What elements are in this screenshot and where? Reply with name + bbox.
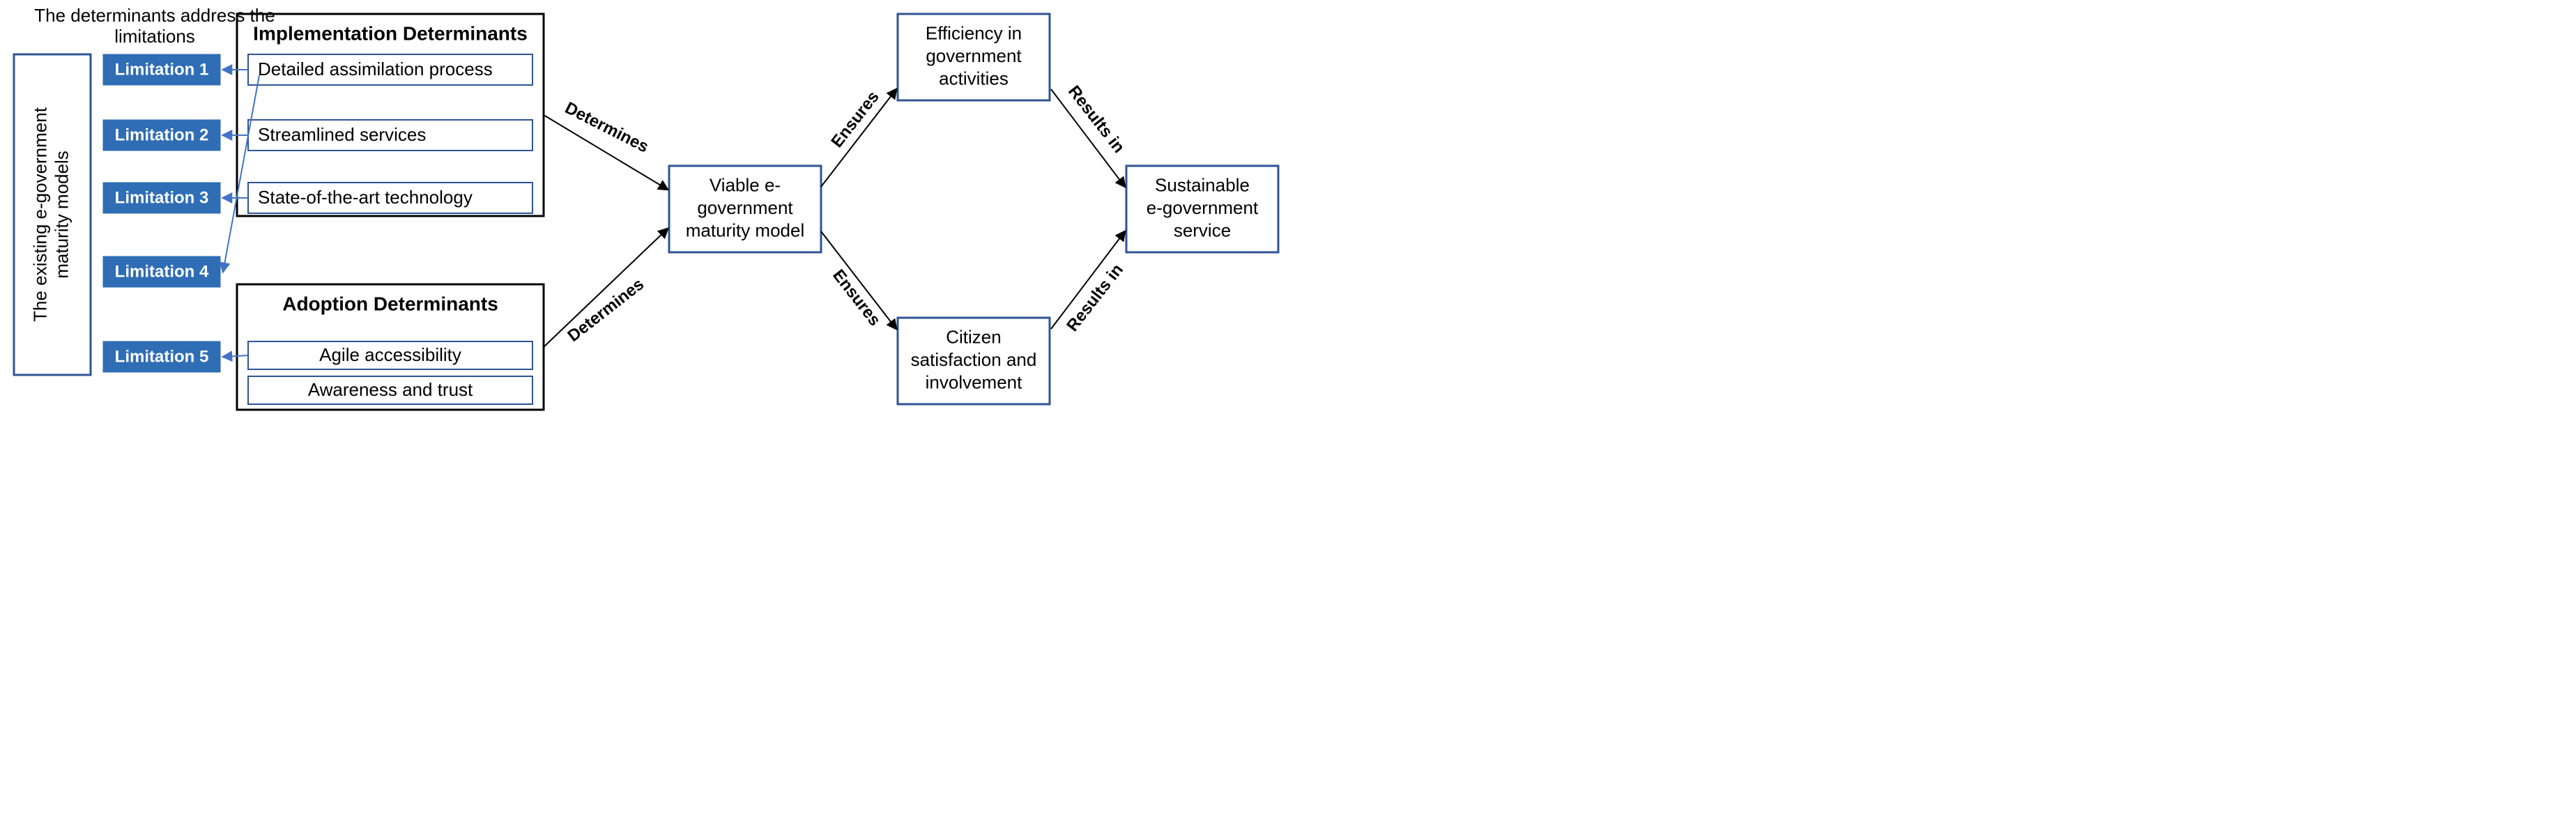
flow-arrow-label: Determines [562,98,652,156]
viable-model-box-label: government [697,197,793,218]
header-line-2: limitations [114,26,195,47]
flow-arrow-label: Ensures [829,266,884,330]
citizen-box-label: satisfaction and [911,349,1037,370]
efficiency-box-label: Efficiency in [926,22,1022,43]
limitation-label: Limitation 2 [115,125,209,144]
limitation-label: Limitation 5 [115,347,209,366]
determinant-item-label: Awareness and trust [308,379,473,400]
header-line-1: The determinants address the [34,5,275,26]
flow-arrow [544,229,668,347]
adoption-determinants-title: Adoption Determinants [282,293,498,314]
determinant-item-label: Streamlined services [258,124,426,145]
sustainable-box-label: e-government [1147,197,1259,218]
efficiency-box-label: government [926,45,1022,66]
sustainable-box-label: service [1174,220,1231,240]
implementation-determinants-title: Implementation Determinants [253,22,528,44]
sustainable-box-label: Sustainable [1155,174,1250,195]
efficiency-box-label: activities [939,68,1009,88]
viable-model-box-label: maturity model [686,220,805,240]
citizen-box-label: Citizen [946,326,1001,347]
existing-models-label: The existing e-government [29,107,50,322]
existing-models-label: maturity models [51,151,72,279]
citizen-box-label: involvement [926,371,1023,392]
determinant-item-label: State-of-the-art technology [258,187,473,208]
limitation-arrow [223,75,259,272]
limitation-label: Limitation 3 [115,188,209,207]
limitation-label: Limitation 4 [115,262,209,281]
limitation-label: Limitation 1 [115,60,209,79]
limitation-arrow [223,355,248,357]
viable-model-box-label: Viable e- [710,174,781,195]
determinant-item-label: Detailed assimilation process [258,59,493,79]
flow-arrow-label: Determines [564,275,647,346]
determinant-item-label: Agile accessibility [319,344,461,365]
